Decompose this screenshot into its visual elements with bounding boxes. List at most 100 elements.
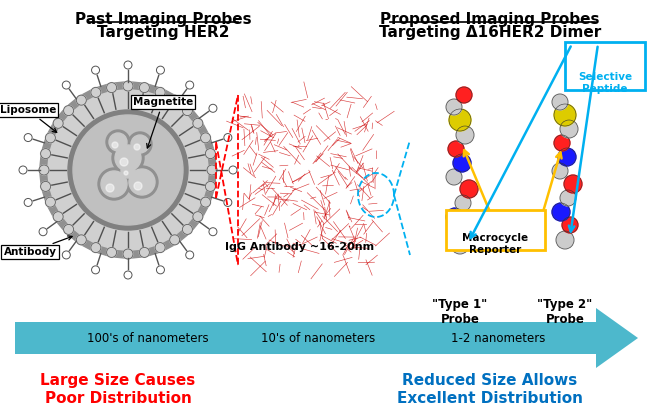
Circle shape <box>169 235 180 245</box>
Circle shape <box>448 141 464 157</box>
Circle shape <box>112 142 144 174</box>
FancyBboxPatch shape <box>446 210 545 250</box>
Circle shape <box>45 197 56 207</box>
Circle shape <box>182 106 192 116</box>
Circle shape <box>63 224 74 234</box>
Circle shape <box>560 120 578 138</box>
Circle shape <box>39 228 47 236</box>
Text: Antibody: Antibody <box>3 236 72 257</box>
Circle shape <box>554 135 570 151</box>
Circle shape <box>155 242 165 252</box>
Circle shape <box>455 195 471 211</box>
Circle shape <box>128 132 152 156</box>
Circle shape <box>205 149 215 158</box>
Circle shape <box>134 144 140 150</box>
Text: Liposome: Liposome <box>0 105 57 133</box>
Text: Targeting Δ16HER2 Dimer: Targeting Δ16HER2 Dimer <box>379 25 601 40</box>
Circle shape <box>205 181 215 191</box>
Circle shape <box>186 251 194 259</box>
Circle shape <box>53 118 63 128</box>
Circle shape <box>98 168 130 200</box>
Circle shape <box>91 87 101 97</box>
Circle shape <box>62 81 70 89</box>
Circle shape <box>193 118 203 128</box>
Circle shape <box>224 199 232 206</box>
Circle shape <box>41 149 50 158</box>
Circle shape <box>458 222 474 238</box>
Circle shape <box>209 228 217 236</box>
Text: 100's of nanometers: 100's of nanometers <box>87 331 209 344</box>
Circle shape <box>453 154 471 172</box>
Text: Proposed Imaging Probes: Proposed Imaging Probes <box>380 12 600 27</box>
Circle shape <box>92 266 99 274</box>
Circle shape <box>560 190 576 206</box>
Polygon shape <box>15 308 638 368</box>
Circle shape <box>449 109 471 131</box>
Circle shape <box>24 199 32 206</box>
Text: 1-2 nanometers: 1-2 nanometers <box>451 331 545 344</box>
Circle shape <box>456 126 474 144</box>
Circle shape <box>106 130 130 154</box>
Circle shape <box>121 164 135 178</box>
Circle shape <box>124 271 132 279</box>
Circle shape <box>107 83 116 93</box>
Circle shape <box>552 94 568 110</box>
Circle shape <box>131 135 149 153</box>
Circle shape <box>229 166 237 174</box>
Text: Excellent Distribution: Excellent Distribution <box>397 391 583 406</box>
Circle shape <box>186 81 194 89</box>
Circle shape <box>48 90 208 250</box>
Circle shape <box>193 212 203 222</box>
Circle shape <box>53 212 63 222</box>
Text: Past Imaging Probes: Past Imaging Probes <box>75 12 251 27</box>
Circle shape <box>169 95 180 105</box>
Circle shape <box>73 115 183 225</box>
Circle shape <box>123 81 133 91</box>
Circle shape <box>156 266 164 274</box>
Circle shape <box>129 169 155 195</box>
Circle shape <box>460 180 478 198</box>
Text: 10's of nanometers: 10's of nanometers <box>261 331 375 344</box>
Circle shape <box>446 169 462 185</box>
Circle shape <box>91 242 101 252</box>
Circle shape <box>101 171 127 197</box>
Circle shape <box>156 66 164 74</box>
Circle shape <box>41 181 50 191</box>
Circle shape <box>39 104 47 112</box>
Text: Selective
Peptide: Selective Peptide <box>578 72 632 94</box>
Circle shape <box>139 83 149 93</box>
Text: Macrocycle
Reporter: Macrocycle Reporter <box>462 233 528 255</box>
Circle shape <box>201 133 211 143</box>
Circle shape <box>107 247 116 257</box>
Circle shape <box>124 61 132 69</box>
Circle shape <box>24 134 32 142</box>
Circle shape <box>123 249 133 259</box>
Circle shape <box>139 247 149 257</box>
Circle shape <box>118 161 138 181</box>
Circle shape <box>446 208 464 226</box>
Circle shape <box>120 158 128 166</box>
Circle shape <box>109 133 127 151</box>
Text: Large Size Causes: Large Size Causes <box>41 373 196 388</box>
Circle shape <box>115 145 141 171</box>
Circle shape <box>224 134 232 142</box>
Circle shape <box>92 66 99 74</box>
Circle shape <box>456 87 472 103</box>
FancyBboxPatch shape <box>565 42 645 90</box>
Circle shape <box>40 82 216 258</box>
Circle shape <box>552 163 568 179</box>
Circle shape <box>68 110 188 230</box>
Circle shape <box>556 231 574 249</box>
Circle shape <box>63 106 74 116</box>
Circle shape <box>62 251 70 259</box>
Text: "Type 1"
Probe: "Type 1" Probe <box>432 298 488 326</box>
Circle shape <box>19 166 27 174</box>
Text: Reduced Size Allows: Reduced Size Allows <box>402 373 577 388</box>
Circle shape <box>126 166 158 198</box>
Circle shape <box>564 175 582 193</box>
Circle shape <box>39 165 49 175</box>
Circle shape <box>77 95 86 105</box>
Text: IgG Antibody ~16-20nm: IgG Antibody ~16-20nm <box>226 242 375 252</box>
Circle shape <box>106 184 114 192</box>
Circle shape <box>45 133 56 143</box>
